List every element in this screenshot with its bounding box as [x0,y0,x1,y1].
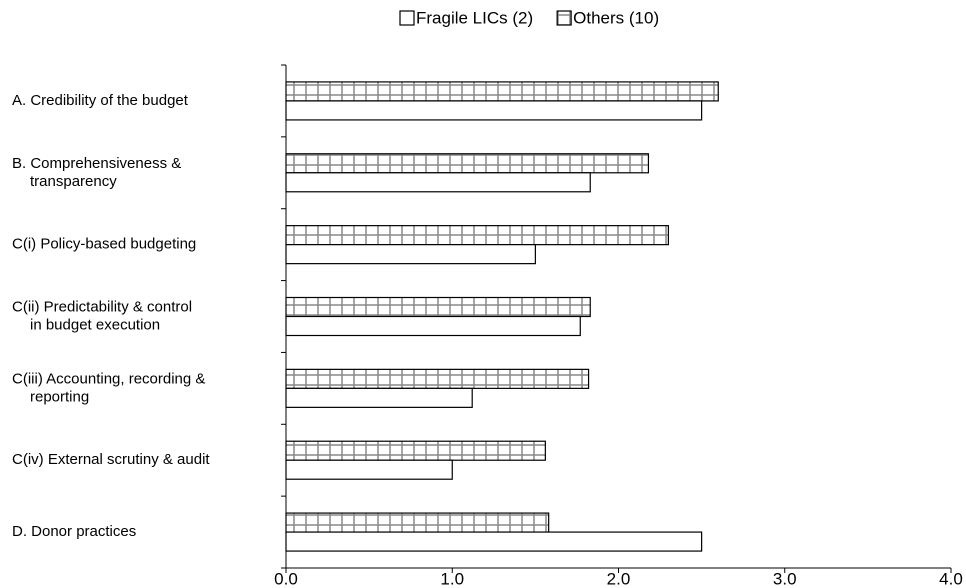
bar [285,244,536,265]
x-tick-label: 2.0 [607,569,631,588]
bar [285,153,650,174]
bar [285,512,550,533]
x-tick-label: 0.0 [274,569,298,588]
y-tick-label: C(ii) Predictability & control in budget … [12,298,192,333]
bar [285,368,590,389]
bar [285,315,581,337]
bar [285,531,703,552]
bar [285,172,591,193]
y-tick-label: D. Donor practices [12,523,136,540]
y-tick-label: B. Comprehensiveness & transparency [12,155,181,190]
y-tick-label: A. Credibility of the budget [12,92,189,109]
bar [285,100,703,121]
bar [285,225,669,246]
y-tick-label: C(i) Policy-based budgeting [12,236,196,253]
x-tick-label: 1.0 [440,569,464,588]
bar [285,440,546,461]
y-tick-label: C(iv) External scrutiny & audit [12,451,210,468]
legend-swatch [399,10,415,26]
bar [285,459,453,480]
legend-swatch [556,10,572,26]
legend-label: Others (10) [573,8,659,27]
bar [285,81,719,102]
y-tick-label: C(iii) Accounting, recording & reporting [12,370,205,405]
x-tick-label: 4.0 [939,569,963,588]
bar [285,387,473,408]
x-tick-label: 3.0 [773,569,797,588]
legend-label: Fragile LICs (2) [416,8,533,27]
bar [285,296,591,318]
